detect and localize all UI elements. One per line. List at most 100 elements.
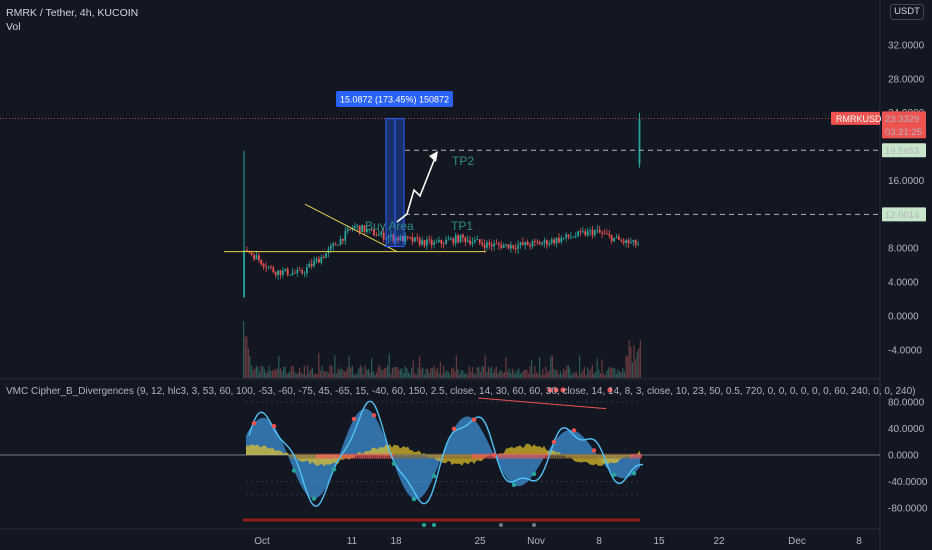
flow-band	[630, 453, 632, 459]
candle	[483, 244, 486, 248]
candle	[289, 274, 291, 276]
measure-label: 15.0872 (173.45%) 150872	[340, 95, 449, 105]
candle	[373, 229, 375, 236]
flow-band	[482, 453, 484, 459]
volume-bar	[247, 348, 249, 378]
candle	[390, 234, 392, 237]
flow-band	[596, 453, 598, 459]
time-tick-label: 18	[390, 536, 402, 547]
volume-bar	[467, 374, 469, 378]
flow-band	[398, 453, 400, 459]
candle	[550, 239, 553, 244]
volume-bar	[244, 336, 246, 378]
volume-bar	[257, 366, 259, 378]
candle	[630, 242, 632, 244]
volume-bar	[347, 366, 349, 378]
volume-bar	[255, 365, 257, 378]
flow-band	[358, 453, 360, 459]
flow-band	[512, 453, 514, 459]
cross-dot	[411, 496, 417, 502]
candle	[572, 236, 575, 238]
volume-bar	[457, 368, 459, 378]
cross-dot	[631, 471, 637, 476]
volume-bar	[539, 357, 541, 378]
volume-bar	[455, 355, 457, 378]
bottom-dot	[422, 523, 426, 527]
flow-band	[528, 453, 530, 459]
flow-band	[514, 453, 516, 459]
flow-band	[546, 453, 548, 459]
flow-band	[570, 453, 572, 459]
candle	[382, 232, 385, 240]
volume-bar	[283, 367, 285, 378]
volume-bar	[478, 366, 480, 378]
flow-band	[464, 453, 466, 459]
flow-band	[372, 453, 374, 459]
flow-band	[476, 453, 478, 459]
candle	[490, 244, 493, 247]
flow-band	[590, 453, 592, 459]
candle	[358, 225, 361, 232]
flow-band	[574, 453, 576, 459]
volume-bar	[591, 365, 593, 378]
volume-bar	[468, 366, 470, 378]
volume-bar	[275, 370, 277, 378]
volume-bars	[243, 321, 641, 378]
volume-bar	[411, 368, 413, 378]
candle	[450, 238, 452, 240]
candle	[363, 225, 366, 233]
volume-bar	[612, 368, 614, 378]
time-tick-label: 22	[713, 536, 725, 547]
volume-bar	[451, 368, 453, 378]
candle	[476, 239, 479, 241]
volume-bar	[622, 368, 624, 378]
volume-bar	[566, 365, 568, 378]
volume-bar	[439, 361, 441, 378]
cross-dot	[331, 467, 337, 472]
flow-band	[612, 453, 614, 459]
flow-band	[474, 453, 476, 459]
cross-dot	[271, 423, 277, 429]
volume-bar	[315, 373, 317, 378]
flow-band	[552, 453, 554, 459]
volume-bar	[550, 356, 552, 378]
flow-band	[404, 453, 406, 459]
flow-band	[560, 453, 562, 459]
flow-band	[636, 453, 638, 459]
candle	[277, 270, 279, 276]
candle	[334, 243, 337, 246]
candle	[610, 235, 613, 242]
candle	[337, 244, 339, 246]
flow-band	[344, 453, 346, 459]
flow-band	[316, 453, 318, 459]
volume-bar	[313, 374, 315, 378]
indicator-tick-label: 0.0000	[888, 451, 919, 462]
volume-bar	[567, 365, 569, 378]
candle	[510, 245, 512, 249]
volume-bar	[292, 366, 294, 378]
volume-bar	[268, 365, 270, 378]
bottom-dot	[532, 523, 536, 527]
volume-bar	[412, 360, 414, 378]
flow-band	[538, 453, 540, 459]
currency-button[interactable]: USDT	[890, 4, 924, 20]
flow-band	[472, 453, 474, 459]
candle	[562, 237, 565, 239]
volume-bar	[396, 366, 398, 378]
candle	[414, 237, 416, 242]
volume-bar	[287, 372, 289, 378]
volume-bar	[583, 366, 585, 378]
flow-band	[418, 453, 420, 459]
flow-band	[330, 453, 332, 459]
cross-dot	[511, 482, 517, 488]
flow-band	[602, 453, 604, 459]
volume-bar	[359, 365, 361, 378]
flow-band	[562, 453, 564, 459]
flow-band	[640, 453, 642, 459]
candle	[394, 237, 397, 241]
volume-bar	[479, 372, 481, 378]
tp1-badge: 12.0014	[885, 210, 919, 221]
volume-bar	[323, 370, 325, 378]
candle	[534, 241, 536, 243]
